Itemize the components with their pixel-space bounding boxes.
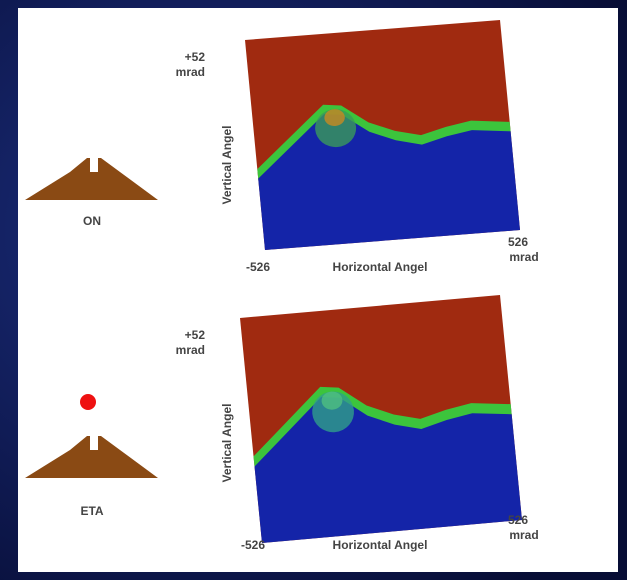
y-max-label: +52 bbox=[185, 50, 206, 64]
x-axis-label: Horizontal Angel bbox=[333, 538, 428, 552]
x-min-label: -526 bbox=[241, 538, 265, 552]
y-unit-label: mrad bbox=[176, 343, 205, 357]
marker-dot bbox=[80, 394, 96, 410]
y-unit-label: mrad bbox=[176, 65, 205, 79]
marker-label: ON bbox=[83, 214, 101, 228]
page: ON+52mradVertical Angel-526Horizontal An… bbox=[0, 0, 627, 580]
heatmap bbox=[245, 20, 520, 250]
y-axis-label: Vertical Angel bbox=[220, 404, 234, 483]
x-unit-label: mrad bbox=[509, 528, 538, 542]
heatmap bbox=[240, 295, 522, 543]
marker-label: ETA bbox=[80, 504, 103, 518]
x-max-label: 526 bbox=[508, 235, 528, 249]
y-max-label: +52 bbox=[185, 328, 206, 342]
x-unit-label: mrad bbox=[509, 250, 538, 264]
slide: ON+52mradVertical Angel-526Horizontal An… bbox=[0, 0, 627, 580]
x-min-label: -526 bbox=[246, 260, 270, 274]
y-axis-label: Vertical Angel bbox=[220, 126, 234, 205]
x-max-label: 526 bbox=[508, 513, 528, 527]
x-axis-label: Horizontal Angel bbox=[333, 260, 428, 274]
